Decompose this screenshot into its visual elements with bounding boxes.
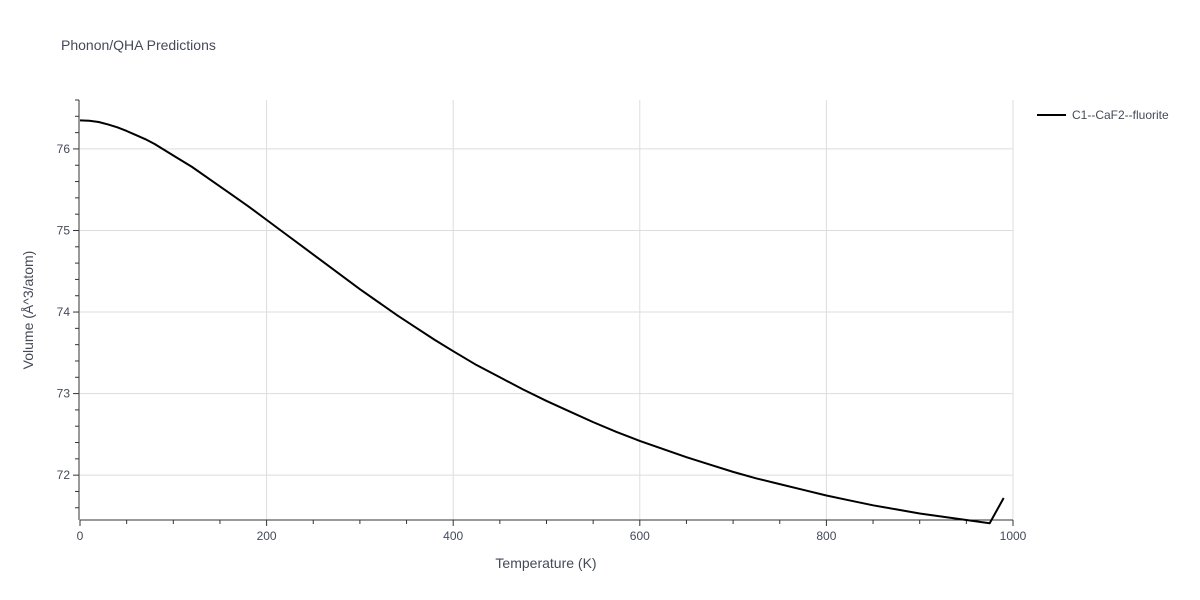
y-axis-label: Volume (Å^3/atom) — [20, 251, 36, 370]
y-tick-label: 73 — [57, 387, 71, 401]
x-tick-label: 800 — [816, 529, 836, 543]
series-layer — [79, 119, 1005, 525]
y-tick-labels: 72 73 74 75 76 — [57, 142, 71, 482]
x-tick-label: 200 — [257, 529, 277, 543]
x-tick-label: 400 — [443, 529, 463, 543]
x-tick-label: 600 — [630, 529, 650, 543]
series-line — [79, 119, 1005, 525]
x-axis-label: Temperature (K) — [495, 555, 596, 571]
x-tick-label: 0 — [77, 529, 84, 543]
chart-title: Phonon/QHA Predictions — [61, 37, 216, 53]
tick-marks — [73, 99, 1014, 526]
legend[interactable]: C1--CaF2--fluorite — [1037, 108, 1169, 122]
legend-label: C1--CaF2--fluorite — [1072, 108, 1169, 122]
y-tick-label: 76 — [57, 142, 71, 156]
x-tick-labels: 0 200 400 600 800 1000 — [77, 529, 1027, 543]
y-tick-label: 74 — [57, 305, 71, 319]
y-tick-label: 75 — [57, 223, 71, 237]
y-tick-label: 72 — [57, 468, 71, 482]
axes — [78, 100, 1013, 521]
x-tick-label: 1000 — [1000, 529, 1027, 543]
grid-lines — [80, 100, 1014, 520]
